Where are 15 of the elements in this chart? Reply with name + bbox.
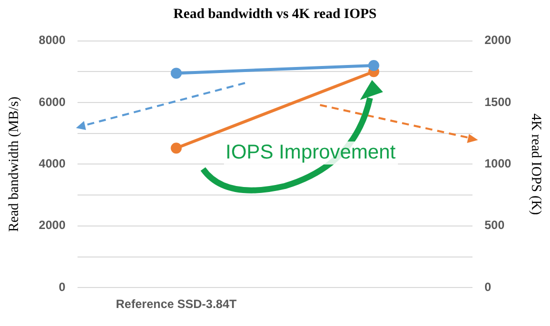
y-tick-label: 8000 [38, 33, 66, 48]
y2-axis-title: 4K read IOPS (K) [528, 113, 543, 216]
y-tick-label: 6000 [38, 94, 66, 109]
y2-tick-label: 500 [484, 218, 505, 232]
y-axis-title: Read bandwidth (MB/s) [7, 96, 22, 232]
y-tick-label: 4000 [38, 156, 66, 171]
y2-tick-label: 1000 [484, 156, 512, 171]
y2-tick-label: 1500 [484, 94, 512, 109]
y-tick-label: 2000 [38, 218, 66, 232]
x-tick-label: Reference SSD-3.84T [116, 297, 238, 312]
annotation: IOPS Improvement [224, 142, 398, 165]
y-tick-label: 0 [58, 280, 66, 294]
y2-tick-label: 0 [484, 280, 492, 294]
chart-title: Read bandwidth vs 4K read IOPS [173, 7, 377, 22]
y2-tick-label: 2000 [484, 33, 512, 48]
